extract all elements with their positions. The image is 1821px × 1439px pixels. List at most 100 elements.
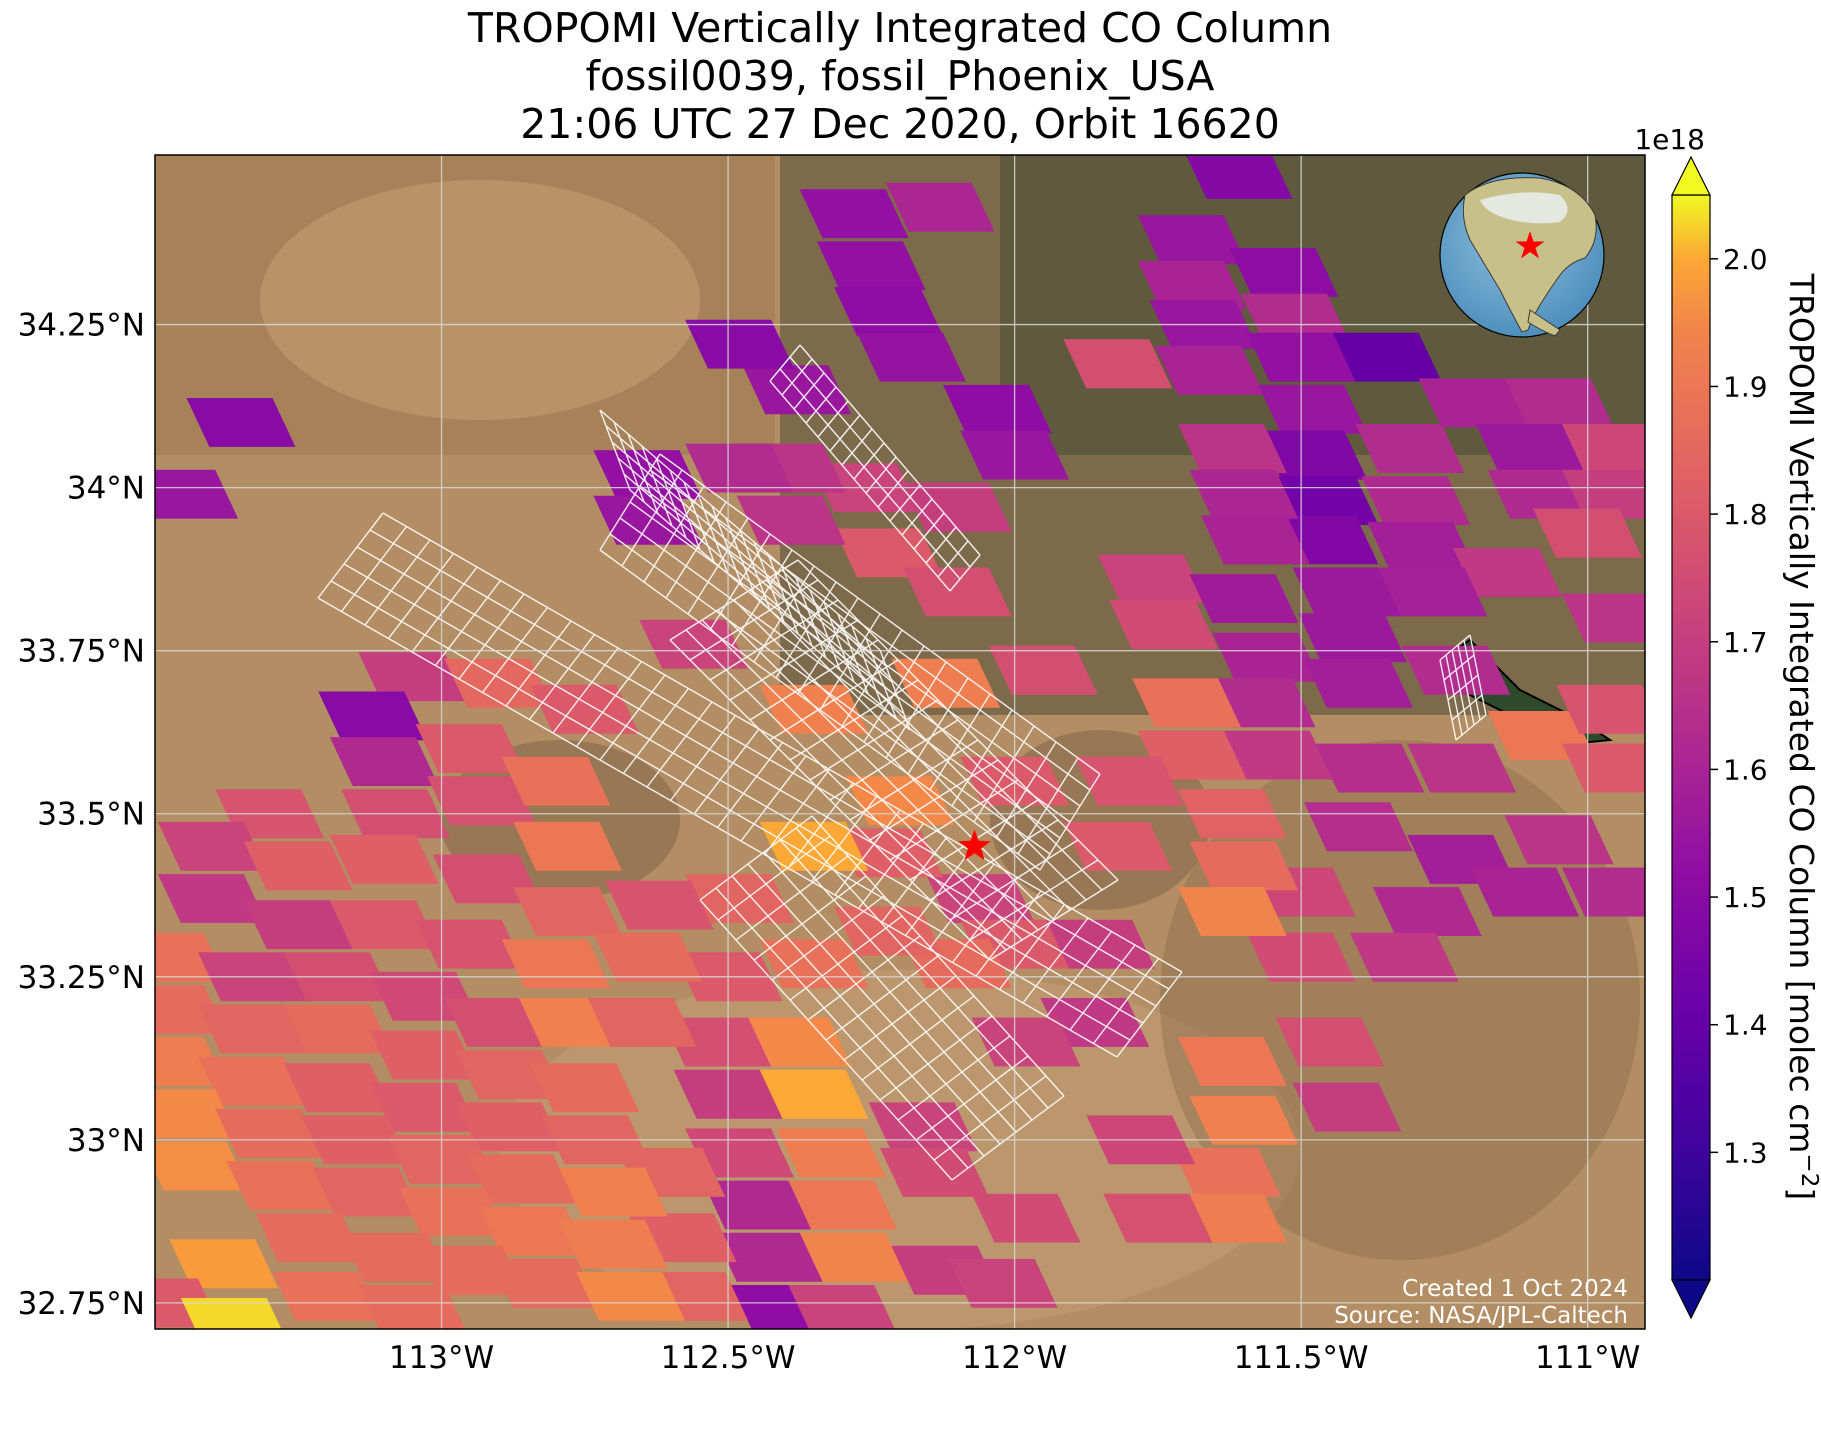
co-pixel xyxy=(501,939,611,989)
co-pixel xyxy=(1292,1082,1402,1132)
co-pixel xyxy=(1298,613,1408,663)
title-line-1: TROPOMI Vertically Integrated CO Column xyxy=(467,4,1333,52)
footprint-swath-south xyxy=(699,815,1065,1181)
co-pixel xyxy=(1470,867,1580,917)
lat-tick-label: 33.25°N xyxy=(18,960,145,996)
lat-tick-label: 32.75°N xyxy=(18,1286,145,1322)
colorbar-tick-label: 1.9 xyxy=(1723,370,1768,403)
co-pixel xyxy=(971,1193,1081,1243)
co-pixel xyxy=(759,1069,869,1119)
co-pixel xyxy=(312,1167,422,1217)
globe-site-star-icon xyxy=(1515,231,1545,259)
co-pixel xyxy=(1349,932,1459,982)
map-frame xyxy=(154,154,1646,1330)
colorbar-tick-label: 1.7 xyxy=(1723,626,1768,659)
co-pixel xyxy=(1378,567,1488,617)
title-line-2: fossil0039, fossil_Phoenix_USA xyxy=(585,52,1215,100)
co-pixel xyxy=(455,1050,565,1100)
lat-tick-label: 34.25°N xyxy=(18,308,145,344)
source-credit-label: Source: NASA/JPL-Caltech xyxy=(1334,1303,1628,1329)
colorbar-tick-label: 1.5 xyxy=(1723,881,1768,914)
co-pixel xyxy=(329,834,439,884)
co-pixel xyxy=(341,1232,451,1282)
co-pixel xyxy=(1258,384,1368,434)
co-pixel xyxy=(1561,469,1645,519)
colorbar-ticks: 1.3 1.4 1.5 1.6 1.7 1.8 1.9 2.0 xyxy=(1710,243,1768,1169)
co-pixel xyxy=(358,652,468,702)
colorbar-tick-label: 1.6 xyxy=(1723,753,1768,786)
co-pixel xyxy=(1561,424,1645,473)
title-line-3: 21:06 UTC 27 Dec 2020, Orbit 16620 xyxy=(520,100,1280,148)
co-pixel xyxy=(272,1271,382,1321)
co-pixel xyxy=(885,182,995,232)
co-pixel xyxy=(1212,632,1322,682)
co-pixel xyxy=(604,880,714,930)
co-pixel xyxy=(427,776,537,826)
co-pixel xyxy=(1109,600,1219,650)
co-pixel xyxy=(283,1004,393,1054)
co-pixel xyxy=(455,1102,565,1152)
co-pixel xyxy=(1372,887,1482,936)
co-pixel xyxy=(702,1180,812,1230)
co-pixel xyxy=(799,189,909,239)
footprint-swath-west xyxy=(317,512,1183,1058)
co-pixel xyxy=(1504,815,1614,865)
co-pixel xyxy=(1229,247,1339,297)
co-pixel xyxy=(1332,332,1442,382)
co-pixel xyxy=(1189,841,1299,891)
lat-tick-label: 33.75°N xyxy=(18,634,145,670)
co-pixel xyxy=(1177,887,1287,936)
co-pixel xyxy=(639,619,749,669)
co-pixel xyxy=(1367,521,1476,571)
co-pixel xyxy=(1407,743,1517,793)
co-pixel xyxy=(1172,1148,1282,1197)
co-pixel xyxy=(891,658,1001,708)
co-pixel xyxy=(736,495,846,545)
co-pixel xyxy=(1103,1193,1213,1243)
co-pixel xyxy=(1063,339,1173,389)
co-pixel xyxy=(157,821,267,871)
lon-tick-label: 112.5°W xyxy=(661,1340,796,1376)
co-pixel xyxy=(685,874,794,923)
colorbar-tick-label: 1.3 xyxy=(1723,1136,1768,1169)
co-pixel xyxy=(816,241,926,291)
co-pixel xyxy=(155,1141,250,1191)
lat-tick-label: 33°N xyxy=(67,1123,145,1159)
co-pixel xyxy=(329,737,439,786)
co-pixel xyxy=(369,1030,479,1080)
lat-tick-label: 34°N xyxy=(67,471,145,507)
colorbar-multiplier: 1e18 xyxy=(1634,123,1705,156)
colorbar-tick-label: 2.0 xyxy=(1723,243,1768,276)
co-pixel xyxy=(593,932,703,982)
co-pixel xyxy=(1132,678,1241,728)
inset-globe xyxy=(1439,172,1605,338)
co-pixel xyxy=(1137,261,1247,310)
colorbar-tick-label: 1.4 xyxy=(1723,1009,1768,1042)
co-pixel xyxy=(1561,743,1645,793)
colorbar-extend-min xyxy=(1671,1279,1711,1320)
co-pixel xyxy=(1177,1037,1287,1086)
footprint-swath-east xyxy=(1439,634,1487,741)
co-pixel xyxy=(255,1213,365,1263)
co-pixel xyxy=(988,645,1098,695)
co-pixel xyxy=(369,1082,479,1132)
co-pixel xyxy=(513,887,623,936)
co-pixel xyxy=(513,821,623,871)
co-pixel xyxy=(759,939,869,989)
co-pixel xyxy=(155,1089,239,1139)
co-pixel xyxy=(1475,424,1585,473)
co-pixel xyxy=(215,1108,325,1158)
co-pixel xyxy=(1241,293,1350,343)
co-pixel xyxy=(1418,378,1528,428)
co-pixel xyxy=(1504,378,1614,428)
colorbar-gradient xyxy=(1671,194,1711,1281)
co-pixel xyxy=(1223,730,1333,780)
co-pixel xyxy=(1304,802,1413,852)
co-pixel xyxy=(198,1056,307,1106)
co-pixel xyxy=(1258,430,1368,480)
co-pixel xyxy=(530,1063,640,1113)
co-pixel xyxy=(559,1167,668,1217)
co-pixel xyxy=(685,1128,794,1178)
co-pixel xyxy=(1269,476,1379,526)
co-pixel xyxy=(1155,345,1264,395)
